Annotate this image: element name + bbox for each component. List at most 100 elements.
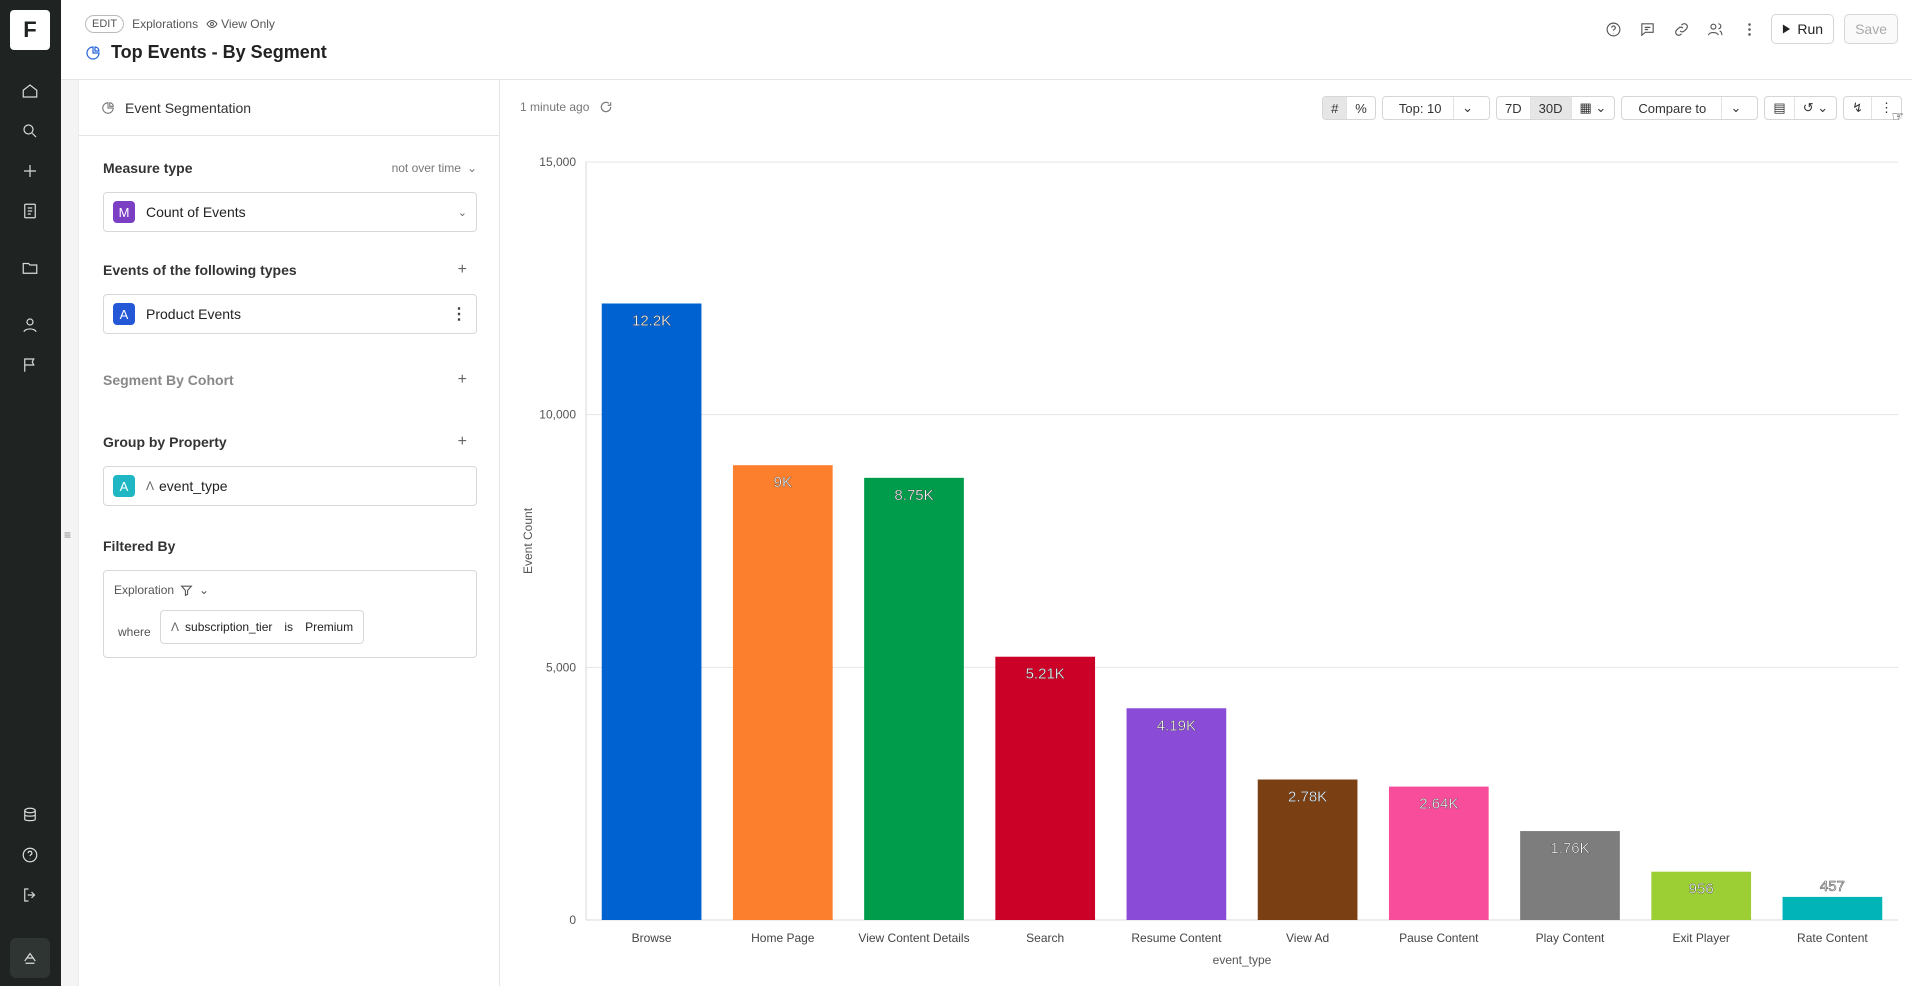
filter-section: Filtered By Exploration ⌄ where Λ subscr…: [103, 536, 477, 658]
reset-icon[interactable]: ↺ ⌄: [1793, 97, 1836, 119]
chevron-down-icon: ⌄: [1721, 97, 1749, 119]
cohort-title: Segment By Cohort: [103, 372, 234, 388]
filter-title: Filtered By: [103, 538, 176, 554]
notebook-icon[interactable]: [18, 199, 42, 223]
x-tick-label: Home Page: [751, 931, 815, 945]
bar-value-label: 5.21K: [1026, 666, 1065, 683]
data-icon[interactable]: [18, 803, 42, 827]
user-icon[interactable]: [18, 313, 42, 337]
more-vertical-icon[interactable]: ⋮: [451, 306, 467, 323]
cohort-section: Segment By Cohort +: [103, 370, 477, 390]
page-title: Top Events - By Segment: [85, 42, 327, 63]
y-tick-label: 5,000: [546, 660, 576, 674]
bar[interactable]: [1651, 871, 1752, 920]
comment-icon[interactable]: [1635, 15, 1659, 43]
bar-value-label: 2.64K: [1419, 796, 1458, 813]
access-label: View Only: [221, 17, 275, 31]
bar[interactable]: [732, 465, 833, 920]
panel-header: Event Segmentation: [79, 80, 499, 136]
calendar-icon[interactable]: ▦ ⌄: [1570, 97, 1615, 119]
breadcrumb-explorations[interactable]: Explorations: [132, 17, 199, 31]
bar-value-label: 8.75K: [894, 487, 933, 504]
bar-value-label: 2.78K: [1288, 789, 1327, 806]
event-type-field[interactable]: A Product Events ⋮: [103, 294, 477, 334]
y-tick-label: 0: [569, 913, 576, 927]
number-format-icon[interactable]: #: [1323, 97, 1347, 119]
event-badge: A: [113, 303, 135, 325]
breadcrumb: EDIT Explorations View Only: [85, 15, 275, 33]
panel-collapse-handle[interactable]: ≡: [61, 80, 79, 986]
range-30d-button[interactable]: 30D: [1529, 97, 1571, 119]
bar[interactable]: [995, 656, 1096, 920]
mode-badge[interactable]: EDIT: [85, 15, 125, 33]
bar[interactable]: [1257, 779, 1358, 920]
group-title: Group by Property: [103, 434, 227, 450]
segmentation-icon: [86, 45, 100, 60]
refresh-icon[interactable]: [599, 100, 613, 114]
help-icon[interactable]: [18, 843, 42, 867]
search-icon[interactable]: [18, 119, 42, 143]
group-property-field[interactable]: A Λ event_type: [103, 466, 477, 506]
compare-select[interactable]: Compare to ⌄: [1621, 96, 1759, 120]
compare-label: Compare to: [1638, 100, 1707, 116]
mouse-cursor-icon: ☞: [1891, 108, 1904, 124]
app-logo[interactable]: F: [10, 10, 50, 50]
bar[interactable]: [1388, 786, 1489, 920]
logout-icon[interactable]: [18, 883, 42, 907]
add-cohort-button[interactable]: +: [457, 371, 467, 388]
add-group-button[interactable]: +: [457, 433, 467, 450]
chart-area: 1 minute ago # % Top: 10 ⌄ 7D 30D ▦ ⌄ Co…: [500, 80, 1912, 986]
save-label: Save: [1855, 21, 1887, 37]
bar-value-label: 12.2K: [632, 312, 671, 329]
bar[interactable]: [601, 303, 702, 920]
help-circle-icon[interactable]: [1601, 15, 1625, 43]
bar[interactable]: [1126, 708, 1227, 920]
x-tick-label: Play Content: [1536, 931, 1605, 945]
x-tick-label: Rate Content: [1797, 931, 1868, 945]
y-tick-label: 15,000: [539, 155, 576, 169]
brand-icon[interactable]: [10, 938, 50, 978]
range-7d-button[interactable]: 7D: [1505, 100, 1522, 116]
filter-box: Exploration ⌄ where Λ subscription_tier …: [103, 570, 477, 658]
bar-value-label: 4.19K: [1157, 717, 1196, 734]
bar[interactable]: [1782, 896, 1883, 920]
add-event-button[interactable]: +: [457, 261, 467, 278]
events-title: Events of the following types: [103, 262, 297, 278]
filter-condition[interactable]: Λ subscription_tier is Premium: [160, 610, 365, 644]
percent-format-icon[interactable]: %: [1346, 97, 1375, 119]
home-icon[interactable]: [18, 79, 42, 103]
y-axis-title: Event Count: [521, 507, 535, 574]
lightning-icon[interactable]: ↯: [1852, 100, 1863, 115]
bar[interactable]: [1520, 831, 1620, 920]
bar-chart-icon[interactable]: ▤: [1773, 100, 1786, 115]
flag-icon[interactable]: [18, 353, 42, 377]
chevron-down-icon: ⌄: [466, 161, 477, 175]
share-users-icon[interactable]: [1703, 15, 1727, 43]
folder-icon[interactable]: [18, 256, 42, 280]
save-button[interactable]: Save: [1844, 14, 1898, 44]
date-range-toggle: 7D 30D ▦ ⌄: [1496, 96, 1616, 120]
x-tick-label: Pause Content: [1399, 931, 1479, 945]
bar[interactable]: [864, 477, 964, 920]
page-header: EDIT Explorations View Only Top Events -…: [61, 0, 1912, 80]
value-format-toggle: # %: [1322, 96, 1376, 120]
x-tick-label: Browse: [632, 931, 672, 945]
more-vertical-icon[interactable]: ⋮: [1871, 97, 1901, 119]
nav-rail: F: [0, 0, 61, 986]
filter-scope-select[interactable]: Exploration ⌄: [114, 583, 209, 597]
top-n-select[interactable]: Top: 10 ⌄: [1381, 96, 1491, 120]
measure-mode-select[interactable]: not over time ⌄: [392, 161, 477, 175]
run-button[interactable]: Run: [1771, 14, 1835, 44]
more-vertical-icon[interactable]: [1737, 15, 1761, 43]
link-icon[interactable]: [1669, 15, 1693, 43]
access-indicator[interactable]: View Only: [206, 17, 275, 31]
bar-value-label: 1.76K: [1550, 840, 1589, 857]
chart-toolbar: # % Top: 10 ⌄ 7D 30D ▦ ⌄ Compare to ⌄ ▤ …: [1322, 96, 1902, 120]
header-actions: Run Save: [1601, 14, 1898, 44]
measure-title: Measure type: [103, 160, 193, 176]
measure-select[interactable]: M Count of Events ⌄: [103, 192, 477, 232]
plus-icon[interactable]: [18, 159, 42, 183]
play-icon: [1783, 24, 1791, 34]
last-updated: 1 minute ago: [520, 100, 613, 114]
filter-scope: Exploration: [114, 583, 175, 597]
